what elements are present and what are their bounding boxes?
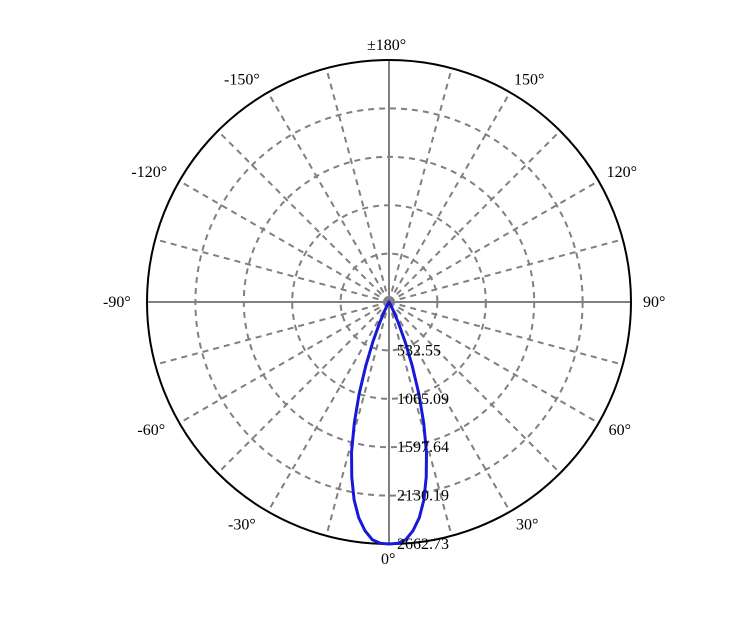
angle-label: 120° [607,164,637,181]
angle-label: ±180° [367,37,406,54]
angle-label: -150° [224,71,260,88]
radial-label: 2130.19 [397,488,449,505]
radial-label: 2662.73 [397,536,449,553]
polar-chart: 0° 30° 60° 90° 120° 150° ±180° -150° -120° -90° -6… [0,0,731,628]
angle-label: 150° [514,71,544,88]
radial-label: 532.55 [397,342,441,359]
angle-label: -120° [131,164,167,181]
angle-label: 0° [381,551,395,568]
angle-label: -60° [137,422,165,439]
angle-label: 60° [609,422,631,439]
angle-label: 30° [516,517,538,534]
angle-label: -90° [103,294,131,311]
radial-label: 1065.09 [397,391,449,408]
angle-label: 90° [643,294,665,311]
radial-label: 1597.64 [397,439,449,456]
angle-label: -30° [228,517,256,534]
polar-grid [0,0,731,628]
